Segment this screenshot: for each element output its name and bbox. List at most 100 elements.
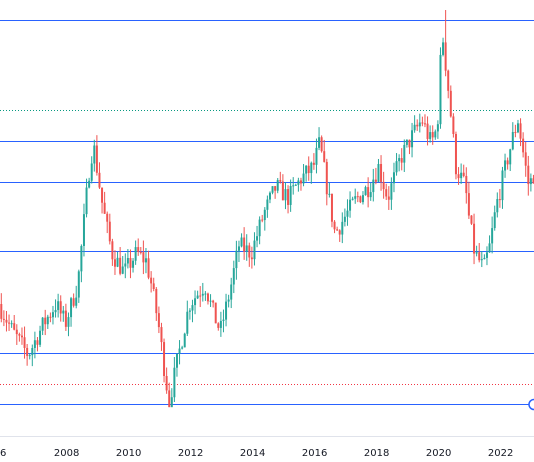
candle-body — [268, 192, 271, 200]
candle-0 — [0, 293, 3, 323]
candle-body — [434, 131, 437, 138]
candle-174 — [449, 85, 452, 118]
candle-20 — [51, 305, 54, 325]
candle-52 — [134, 240, 137, 265]
candle-body — [465, 175, 468, 194]
candle-57 — [147, 250, 150, 280]
candle-23 — [59, 295, 62, 322]
candle-137 — [354, 188, 357, 204]
candle-70 — [181, 345, 184, 350]
candle-111 — [287, 185, 290, 214]
candle-body — [369, 192, 372, 198]
candle-body — [15, 329, 18, 335]
candle-body — [411, 130, 414, 148]
candle-body — [320, 137, 323, 152]
candle-140 — [361, 191, 364, 205]
candle-95 — [245, 234, 248, 261]
candle-112 — [289, 179, 292, 212]
candle-164 — [423, 114, 426, 128]
level-handle[interactable] — [528, 398, 534, 411]
candle-128 — [330, 193, 333, 228]
candle-19 — [49, 312, 52, 323]
candle-79 — [204, 291, 207, 301]
candle-113 — [292, 177, 295, 195]
candle-body — [46, 316, 49, 325]
candle-43 — [111, 238, 114, 266]
candle-205 — [529, 173, 532, 192]
candle-176 — [454, 131, 457, 180]
horizontal-levels — [0, 20, 534, 405]
candle-body — [354, 196, 357, 199]
candle-182 — [470, 215, 473, 225]
candle-175 — [452, 113, 455, 138]
candle-body — [106, 213, 109, 222]
candle-body — [398, 158, 401, 162]
candle-body — [173, 367, 176, 398]
candle-body — [359, 196, 362, 203]
candle-157 — [405, 139, 408, 148]
candle-115 — [297, 177, 300, 192]
candle-body — [80, 245, 83, 272]
x-tick-2020: 2020 — [426, 448, 451, 459]
candle-65 — [168, 382, 171, 408]
candle-body — [8, 322, 11, 324]
candle-body — [318, 137, 321, 148]
candle-body — [527, 165, 530, 185]
candle-body — [299, 180, 302, 184]
candle-14 — [36, 337, 39, 352]
candle-77 — [199, 286, 202, 308]
candle-body — [408, 139, 411, 148]
candle-body — [201, 293, 204, 296]
candle-body — [23, 337, 26, 348]
candle-170 — [439, 47, 442, 129]
candle-body — [139, 251, 142, 253]
candle-body — [253, 240, 256, 260]
candle-body — [315, 147, 318, 165]
candle-34 — [88, 177, 91, 189]
candle-60 — [155, 287, 158, 321]
candle-body — [514, 132, 517, 134]
candle-27 — [70, 296, 73, 327]
candle-body — [237, 246, 240, 251]
candle-body — [134, 247, 137, 261]
candle-body — [36, 340, 39, 345]
candle-165 — [426, 116, 429, 146]
candle-body — [256, 236, 259, 241]
candle-body — [336, 229, 339, 231]
candle-body — [245, 245, 248, 252]
candle-body — [330, 193, 333, 222]
candle-109 — [281, 174, 284, 201]
candle-69 — [178, 340, 181, 365]
candle-87 — [225, 293, 228, 327]
candle-93 — [240, 233, 243, 248]
candle-116 — [299, 177, 302, 191]
candle-5 — [13, 314, 16, 331]
candle-32 — [82, 203, 85, 257]
candle-62 — [160, 322, 163, 351]
candle-body — [126, 258, 129, 264]
candle-86 — [222, 309, 225, 333]
candle-body — [343, 216, 346, 222]
candle-149 — [385, 183, 388, 201]
candle-96 — [248, 242, 251, 267]
candle-83 — [214, 302, 217, 324]
candle-body — [188, 310, 191, 312]
candle-body — [232, 268, 235, 285]
candle-body — [431, 132, 434, 138]
candle-body — [462, 172, 465, 176]
candle-168 — [434, 129, 437, 140]
candle-25 — [64, 303, 67, 331]
candle-body — [325, 161, 328, 195]
candle-189 — [488, 235, 491, 253]
candle-body — [170, 397, 173, 408]
candle-body — [157, 313, 160, 328]
candle-162 — [418, 113, 421, 133]
candle-body — [361, 195, 364, 203]
candle-204 — [527, 155, 530, 196]
candle-143 — [369, 183, 372, 201]
candle-body — [447, 70, 450, 91]
candle-88 — [227, 294, 230, 308]
candle-193 — [498, 188, 501, 208]
